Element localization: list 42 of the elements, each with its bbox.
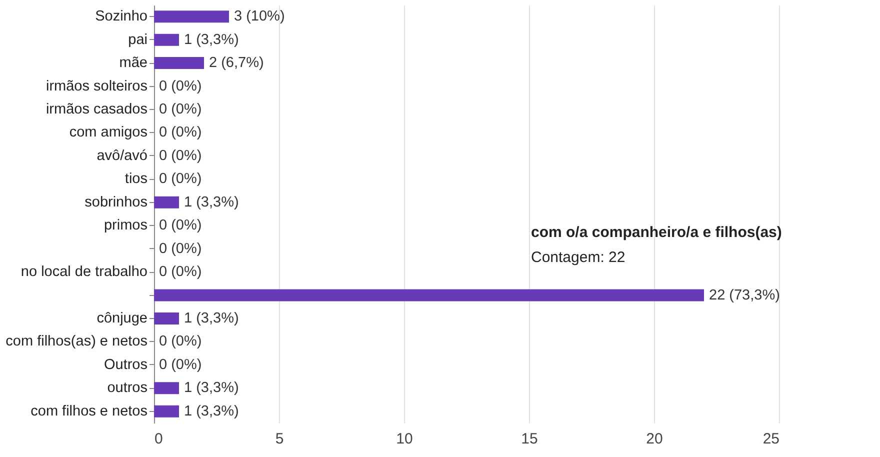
annotation: com o/a companheiro/a e filhos(as) [531, 224, 782, 241]
y-tick-label: pai [128, 32, 148, 48]
y-tick-label: avô/avó [96, 148, 148, 164]
data-label: 0 (0%) [159, 356, 202, 373]
data-label: 3 (10%) [234, 8, 285, 25]
y-tick-label: Outros [104, 356, 148, 373]
y-tick-label: com filhos(as) e netos [6, 334, 148, 350]
data-label: 2 (6,7%) [209, 55, 264, 72]
data-label: 0 (0%) [159, 78, 202, 94]
y-tick-label: irmãos casados [46, 102, 148, 118]
data-label: 22 (73,3%) [709, 287, 780, 304]
data-label: 0 (0%) [159, 218, 202, 234]
x-tick-label: 0 [154, 430, 163, 448]
y-tick-label: tios [124, 171, 148, 188]
data-label: 1 (3,3%) [184, 310, 239, 326]
data-label: 0 (0%) [159, 264, 202, 280]
y-tick-label: no local de trabalho [20, 264, 148, 280]
y-tick-label: primos [104, 218, 148, 234]
data-label: 0 (0%) [159, 102, 202, 118]
data-label: 1 (3,3%) [184, 194, 239, 210]
data-label: 0 (0%) [159, 148, 202, 164]
y-tick-label: outros [107, 380, 148, 396]
annotation: Contagem: 22 [531, 249, 626, 266]
data-label: 0 (0%) [159, 124, 202, 141]
x-tick-label: 20 [646, 430, 663, 448]
y-tick-label: cônjuge [96, 310, 148, 326]
data-label: 0 (0%) [159, 171, 202, 188]
y-tick-label: com filhos e netos [30, 403, 148, 420]
x-tick-label: 15 [521, 430, 538, 448]
data-label: 0 (0%) [159, 240, 202, 257]
y-tick-label: com amigos [69, 124, 148, 141]
x-tick-label: 25 [762, 430, 780, 448]
y-tick-label: mãe [119, 55, 148, 72]
data-label: 1 (3,3%) [184, 403, 239, 420]
x-tick-label: 10 [396, 430, 413, 448]
data-label: 0 (0%) [159, 334, 202, 350]
y-tick-label: irmãos solteiros [46, 78, 148, 94]
data-label: 1 (3,3%) [184, 32, 239, 48]
y-tick-label: sobrinhos [84, 194, 148, 210]
data-label: 1 (3,3%) [184, 380, 239, 396]
x-tick-label: 5 [275, 430, 284, 448]
y-tick-label: Sozinho [95, 8, 148, 25]
